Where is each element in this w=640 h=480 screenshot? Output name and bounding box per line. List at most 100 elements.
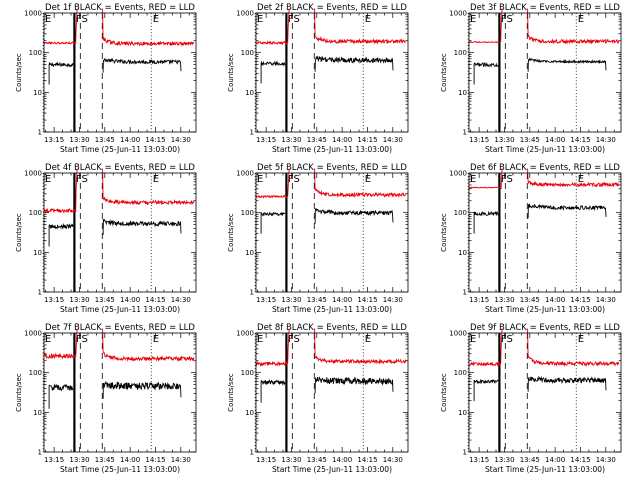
- y-tick-label: 100: [241, 209, 254, 217]
- x-tick-label: 14:00: [332, 456, 352, 464]
- y-tick-label: 1: [250, 289, 254, 297]
- plot-frame: [255, 172, 409, 293]
- y-tick-label: 10: [458, 249, 467, 257]
- marker-label-e-end: E: [578, 14, 584, 25]
- x-tick-label: 13:45: [520, 296, 540, 304]
- x-tick-label: 14:00: [120, 456, 140, 464]
- x-tick-label: 14:15: [357, 136, 377, 144]
- panel-title: Det 2f BLACK = Events, RED = LLD: [257, 3, 407, 13]
- x-tick-label: 14:30: [171, 136, 191, 144]
- detector-panel-9: Det 9f BLACK = Events, RED = LLD Counts/s…: [440, 323, 622, 474]
- y-tick-label: 10: [458, 409, 467, 417]
- x-tick-label: 14:30: [596, 136, 616, 144]
- events-series-before: [473, 62, 499, 85]
- marker-label-e-start: E: [257, 174, 263, 185]
- y-tick-label: 1000: [449, 10, 467, 18]
- x-tick-label: 13:45: [307, 296, 327, 304]
- panel-title: Det 1f BLACK = Events, RED = LLD: [45, 3, 195, 13]
- marker-label-fs: FS: [288, 174, 300, 185]
- events-series-after: [102, 57, 182, 73]
- lld-series-after: [314, 8, 406, 45]
- marker-label-e-end: E: [365, 334, 371, 345]
- y-tick-label: 100: [454, 209, 467, 217]
- events-series-before: [473, 210, 499, 234]
- y-tick-label: 100: [29, 49, 42, 57]
- marker-label-fs: FS: [288, 334, 300, 345]
- x-tick-label: 14:30: [171, 456, 191, 464]
- y-tick-label: 1: [463, 129, 467, 137]
- y-tick-label: 100: [29, 369, 42, 377]
- marker-label-e-end: E: [365, 174, 371, 185]
- y-tick-label: 10: [33, 249, 42, 257]
- lld-series-after: [314, 168, 407, 199]
- x-tick-label: 14:30: [383, 456, 403, 464]
- x-tick-label: 14:00: [332, 296, 352, 304]
- x-axis-label: Start Time (25-Jun-11 13:03:00): [60, 305, 180, 314]
- x-tick-label: 13:30: [69, 456, 89, 464]
- events-series-after: [314, 376, 394, 394]
- events-series-after: [527, 375, 607, 392]
- marker-label-e-start: E: [257, 334, 263, 345]
- y-axis-label: Counts/sec: [440, 373, 448, 412]
- marker-label-e-end: E: [153, 14, 159, 25]
- y-tick-label: 1000: [236, 170, 254, 178]
- y-tick-label: 1: [250, 449, 254, 457]
- y-axis-label: Counts/sec: [440, 213, 448, 252]
- y-axis-label: Counts/sec: [227, 213, 235, 252]
- lld-series-after: [102, 8, 195, 47]
- lld-series-before: [469, 8, 503, 44]
- y-tick-label: 1: [38, 129, 42, 137]
- y-tick-label: 1000: [236, 10, 254, 18]
- events-series-after: [102, 218, 182, 235]
- lld-series-after: [527, 8, 620, 45]
- lld-series-before: [255, 168, 290, 199]
- detector-panel-3: Det 3f BLACK = Events, RED = LLD Counts/s…: [440, 3, 622, 154]
- x-tick-label: 13:30: [281, 136, 301, 144]
- x-tick-label: 14:30: [596, 296, 616, 304]
- x-tick-label: 13:15: [469, 296, 489, 304]
- marker-label-e-start: E: [470, 14, 476, 25]
- y-tick-label: 10: [458, 89, 467, 97]
- y-tick-label: 100: [454, 369, 467, 377]
- x-axis-label: Start Time (25-Jun-11 13:03:00): [485, 145, 605, 154]
- marker-label-e-start: E: [257, 14, 263, 25]
- x-tick-label: 14:15: [145, 296, 165, 304]
- lld-series-before: [468, 168, 503, 189]
- panel-title: Det 8f BLACK = Events, RED = LLD: [257, 323, 407, 333]
- y-axis-label: Counts/sec: [15, 373, 23, 412]
- lld-series-before: [469, 328, 503, 367]
- events-series-after: [314, 55, 394, 72]
- marker-label-e-start: E: [45, 14, 51, 25]
- x-tick-label: 14:15: [570, 296, 590, 304]
- x-tick-label: 13:15: [469, 456, 489, 464]
- lld-series-after: [314, 328, 407, 365]
- marker-label-fs: FS: [76, 334, 88, 345]
- marker-label-e-end: E: [153, 174, 159, 185]
- marker-label-fs: FS: [76, 174, 88, 185]
- y-tick-label: 1: [250, 129, 254, 137]
- lld-series-before: [43, 8, 78, 45]
- events-series-after: [527, 57, 607, 72]
- x-tick-label: 14:00: [545, 136, 565, 144]
- plot-frame: [43, 332, 197, 453]
- panel-title: Det 6f BLACK = Events, RED = LLD: [470, 163, 620, 173]
- y-axis-label: Counts/sec: [440, 53, 448, 92]
- x-tick-label: 14:15: [570, 136, 590, 144]
- y-tick-label: 100: [241, 49, 254, 57]
- x-tick-label: 13:15: [256, 296, 276, 304]
- x-tick-label: 13:30: [69, 296, 89, 304]
- plot-frame: [468, 12, 622, 133]
- marker-label-fs: FS: [501, 334, 513, 345]
- x-tick-label: 14:15: [145, 456, 165, 464]
- events-series-before: [48, 61, 74, 85]
- events-series-after: [314, 208, 394, 224]
- events-series-before: [48, 222, 74, 247]
- marker-label-e-end: E: [578, 174, 584, 185]
- x-tick-label: 14:00: [332, 136, 352, 144]
- plot-frame: [255, 332, 409, 453]
- marker-label-e-end: E: [153, 334, 159, 345]
- events-series-before: [260, 211, 286, 234]
- events-series-before: [260, 60, 286, 84]
- x-axis-label: Start Time (25-Jun-11 13:03:00): [272, 305, 392, 314]
- x-tick-label: 13:45: [95, 456, 115, 464]
